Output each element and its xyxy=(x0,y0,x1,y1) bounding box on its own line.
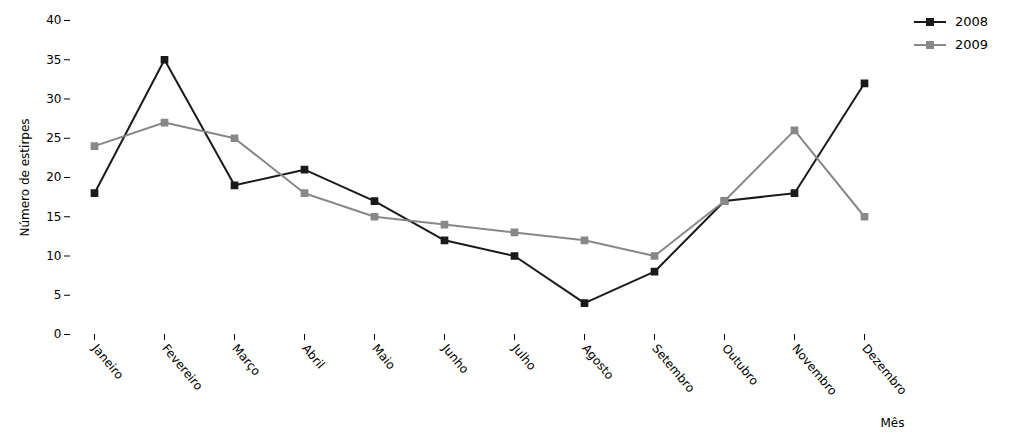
svg-text:30: 30 xyxy=(46,92,61,106)
svg-text:Junho: Junho xyxy=(439,341,472,377)
svg-text:10: 10 xyxy=(46,249,61,263)
svg-text:Abril: Abril xyxy=(299,341,327,371)
svg-text:35: 35 xyxy=(46,53,61,67)
svg-text:15: 15 xyxy=(46,210,61,224)
svg-text:40: 40 xyxy=(46,13,61,27)
svg-text:Fevereiro: Fevereiro xyxy=(159,341,205,393)
svg-text:20: 20 xyxy=(46,170,61,184)
svg-text:Agosto: Agosto xyxy=(579,341,616,382)
svg-text:25: 25 xyxy=(46,131,61,145)
svg-text:Mês: Mês xyxy=(881,416,905,430)
svg-text:Número de estirpes: Número de estirpes xyxy=(18,118,32,236)
svg-text:Maio: Maio xyxy=(369,341,398,372)
svg-text:Novembro: Novembro xyxy=(789,341,840,398)
html-text:2009: 2009 xyxy=(955,37,989,52)
svg-text:Dezembro: Dezembro xyxy=(859,341,907,397)
svg-text:Janeiro: Janeiro xyxy=(89,341,127,382)
html-text:2008: 2008 xyxy=(955,14,989,29)
svg-text:Outubro: Outubro xyxy=(719,341,761,388)
svg-text:Julho: Julho xyxy=(509,341,539,373)
svg-text:Setembro: Setembro xyxy=(649,341,697,395)
svg-text:5: 5 xyxy=(54,288,62,302)
svg-text:0: 0 xyxy=(54,327,62,341)
svg-text:Março: Março xyxy=(229,341,263,378)
